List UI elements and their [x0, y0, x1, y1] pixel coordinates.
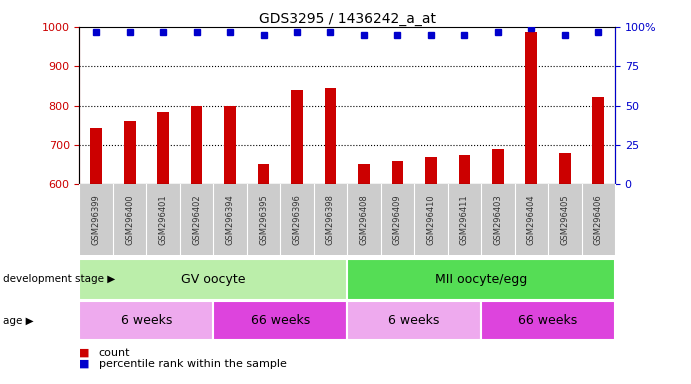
Bar — [91, 128, 102, 184]
Bar — [559, 153, 571, 184]
Text: GSM296396: GSM296396 — [292, 194, 301, 245]
Text: development stage ▶: development stage ▶ — [3, 274, 115, 285]
Text: GSM296399: GSM296399 — [92, 194, 101, 245]
Text: 6 weeks: 6 weeks — [388, 314, 440, 327]
Text: GSM296401: GSM296401 — [159, 195, 168, 245]
Text: GSM296395: GSM296395 — [259, 194, 268, 245]
Text: GSM296398: GSM296398 — [326, 194, 335, 245]
Bar — [258, 164, 269, 184]
Bar — [191, 106, 202, 184]
Bar — [224, 106, 236, 184]
Text: age ▶: age ▶ — [3, 316, 34, 326]
Bar — [592, 97, 604, 184]
Bar — [425, 157, 437, 184]
Text: percentile rank within the sample: percentile rank within the sample — [99, 359, 287, 369]
Bar — [325, 88, 337, 184]
Text: GSM296406: GSM296406 — [594, 194, 603, 245]
Text: GSM296411: GSM296411 — [460, 195, 469, 245]
Text: ■: ■ — [79, 348, 90, 358]
Bar — [392, 161, 404, 184]
Bar — [358, 164, 370, 184]
Text: 6 weeks: 6 weeks — [121, 314, 172, 327]
Text: GSM296409: GSM296409 — [393, 195, 402, 245]
Title: GDS3295 / 1436242_a_at: GDS3295 / 1436242_a_at — [258, 12, 436, 26]
Bar — [291, 90, 303, 184]
Text: GSM296410: GSM296410 — [426, 195, 435, 245]
Bar — [525, 31, 537, 184]
Text: GSM296394: GSM296394 — [225, 194, 234, 245]
Bar — [158, 111, 169, 184]
Bar — [459, 155, 471, 184]
Text: 66 weeks: 66 weeks — [251, 314, 310, 327]
Text: GSM296403: GSM296403 — [493, 194, 502, 245]
Text: count: count — [99, 348, 131, 358]
Text: GSM296404: GSM296404 — [527, 195, 536, 245]
Bar — [124, 121, 135, 184]
Text: GSM296405: GSM296405 — [560, 195, 569, 245]
Text: GSM296400: GSM296400 — [125, 195, 134, 245]
Text: 66 weeks: 66 weeks — [518, 314, 578, 327]
Text: GSM296408: GSM296408 — [359, 194, 368, 245]
Text: ■: ■ — [79, 359, 90, 369]
Text: GSM296402: GSM296402 — [192, 195, 201, 245]
Bar — [492, 149, 504, 184]
Text: GV oocyte: GV oocyte — [181, 273, 245, 286]
Text: MII oocyte/egg: MII oocyte/egg — [435, 273, 527, 286]
